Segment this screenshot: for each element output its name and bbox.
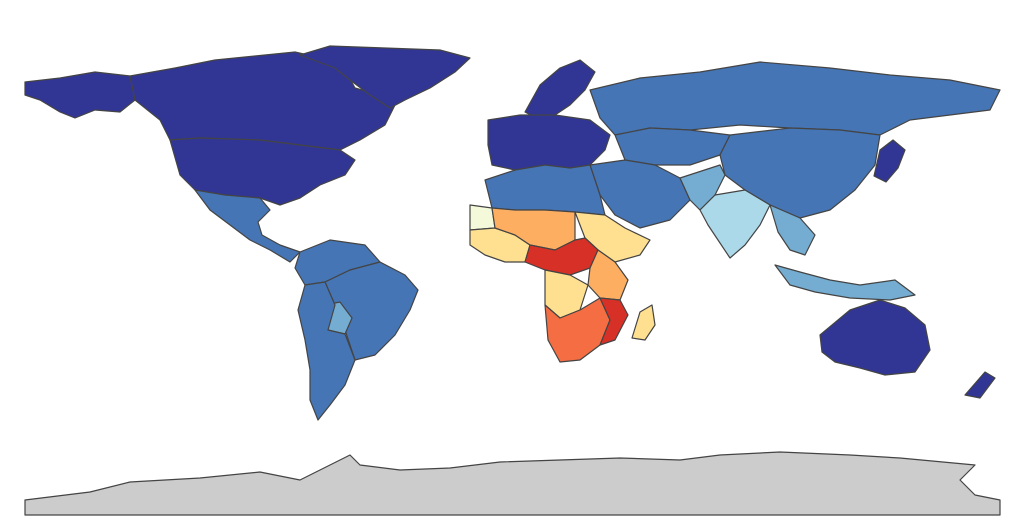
region-mozambique [599,297,629,346]
region-australia [819,299,931,376]
region-mexico-central-america [194,189,301,263]
region-middle-east [589,159,691,229]
region-new-zealand [964,371,996,399]
region-east-africa [587,249,629,301]
region-southeast-asia [769,204,816,256]
region-western-sahara [469,204,496,231]
region-indonesia [774,264,916,301]
region-japan [873,139,906,183]
region-greenland [299,45,471,109]
region-india [699,189,771,259]
region-south-america-south [297,281,356,421]
region-madagascar [631,304,656,341]
region-alaska [24,71,136,119]
region-antarctica [24,451,1001,516]
region-europe [487,114,611,171]
region-sahel [491,207,576,251]
